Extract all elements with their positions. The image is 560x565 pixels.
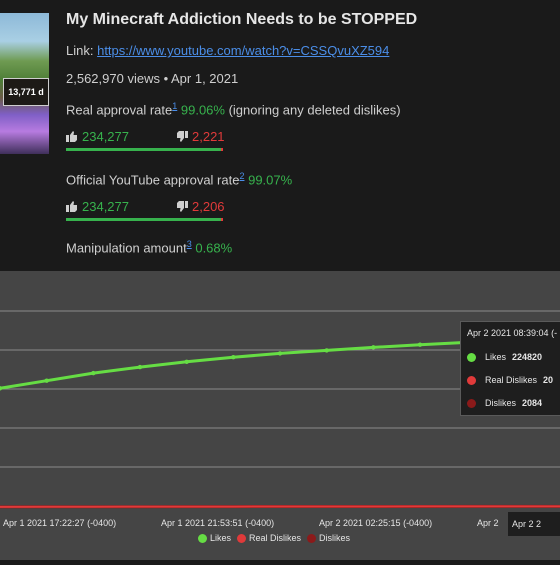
legend-label: Dislikes [319, 533, 351, 543]
manipulation-row: Manipulation amount3 0.68% [66, 239, 232, 255]
real-dislikes-count: 2,221 [192, 129, 225, 144]
video-title: My Minecraft Addiction Needs to be STOPP… [66, 11, 418, 28]
official-dislikes-count: 2,206 [192, 199, 225, 214]
likes-point[interactable] [231, 355, 236, 360]
legend-dot-real-dislikes [237, 533, 247, 543]
official-likes: 234,277 [66, 199, 129, 214]
real-approval-label: Real approval rate [66, 102, 173, 118]
tooltip-series-name: Likes [485, 352, 507, 362]
likes-point[interactable] [417, 342, 423, 347]
legend-dot-dislikes [307, 533, 317, 543]
tooltip-dot [467, 375, 476, 385]
footnote-2-link[interactable]: 2 [239, 171, 245, 181]
tooltip-series-name: Dislikes [485, 398, 517, 408]
real-votes: 234,277 2,221 [66, 129, 225, 145]
official-approval-label: Official YouTube approval rate [66, 172, 240, 188]
x-tick-label: Apr 1 2021 21:53:51 (-0400) [161, 518, 275, 528]
official-approval-row: Official YouTube approval rate2 99.07% [66, 171, 292, 187]
likes-point[interactable] [137, 364, 143, 370]
thumbs-up-icon [66, 131, 77, 142]
thumbs-down-icon [177, 201, 188, 212]
official-ratio-dislike-part [221, 218, 223, 221]
x-tick-label: Apr 2 2021 02:25:15 (-0400) [319, 518, 433, 528]
tooltip-dot [467, 352, 476, 362]
tooltip-series-value: 2084 [522, 398, 543, 408]
video-info-panel: 13,771 d My Minecraft Addiction Needs to… [0, 0, 560, 271]
legend-item-dislikes[interactable]: Dislikes [307, 533, 350, 543]
real-dislikes: 2,221 [176, 129, 225, 144]
thumbs-up-icon [66, 201, 77, 212]
tooltip-row-dislikes: Dislikes 2084 [467, 398, 542, 408]
tooltip-series-value: 224820 [512, 352, 543, 362]
legend-dot-likes [198, 533, 207, 543]
chart-legend: Likes Real Dislikes Dislikes [198, 533, 356, 543]
footnote-3-link[interactable]: 3 [186, 239, 192, 249]
video-link[interactable]: https://www.youtube.com/watch?v=CSSQvuXZ… [97, 43, 390, 58]
real-likes-count: 234,277 [82, 129, 129, 144]
x-tick-label: Apr 2 [477, 518, 499, 528]
legend-label: Likes [210, 533, 232, 543]
tooltip-dot [467, 398, 476, 408]
official-ratio-bar [66, 218, 223, 221]
chart-tooltip: Apr 2 2021 08:39:04 (- Likes 224820 Real … [460, 321, 560, 416]
official-dislikes: 2,206 [176, 199, 225, 214]
manipulation-value: 0.68% [195, 240, 233, 256]
views-date: 2,562,970 views • Apr 1, 2021 [66, 71, 239, 86]
video-thumbnail[interactable]: 13,771 d [0, 13, 49, 154]
legend-label: Real Dislikes [249, 533, 302, 543]
thumbnail-counter: 13,771 d [3, 78, 49, 106]
manipulation-label: Manipulation amount [66, 240, 187, 256]
legend-item-real-dislikes[interactable]: Real Dislikes [237, 533, 301, 543]
likes-point[interactable] [184, 359, 189, 364]
real-likes: 234,277 [66, 129, 129, 144]
tooltip-header: Apr 2 2021 08:39:04 (- [467, 328, 558, 338]
likes-point[interactable] [91, 370, 96, 376]
tooltip-row-likes: Likes 224820 [467, 352, 542, 362]
official-likes-count: 234,277 [82, 199, 129, 214]
real-approval-row: Real approval rate1 99.06% (ignoring any… [66, 101, 401, 117]
legend-item-likes[interactable]: Likes [198, 533, 231, 543]
likes-point[interactable] [277, 351, 283, 356]
real-approval-note: (ignoring any deleted dislikes) [228, 102, 401, 118]
official-approval-rate: 99.07% [248, 172, 293, 188]
link-label: Link: [66, 43, 94, 58]
series-line-real-dislikes [0, 505, 560, 508]
real-approval-rate: 99.06% [180, 102, 225, 118]
x-hover-label: Apr 2 2 [508, 512, 560, 536]
real-ratio-bar [66, 148, 223, 151]
footnote-1-link[interactable]: 1 [172, 101, 178, 111]
official-votes: 234,277 2,206 [66, 199, 225, 215]
tooltip-row-real-dislikes: Real Dislikes 20 [467, 375, 553, 385]
likes-point[interactable] [44, 378, 49, 383]
real-ratio-dislike-part [221, 148, 223, 151]
likes-point[interactable] [371, 345, 376, 350]
likes-point[interactable] [324, 348, 329, 353]
likes-point[interactable] [0, 386, 3, 391]
video-link-row: Link: https://www.youtube.com/watch?v=CS… [66, 43, 389, 58]
x-tick-label: Apr 1 2021 17:22:27 (-0400) [3, 518, 117, 528]
thumbs-down-icon [177, 131, 188, 142]
tooltip-series-value: 20 [543, 375, 554, 385]
tooltip-series-name: Real Dislikes [485, 375, 538, 385]
